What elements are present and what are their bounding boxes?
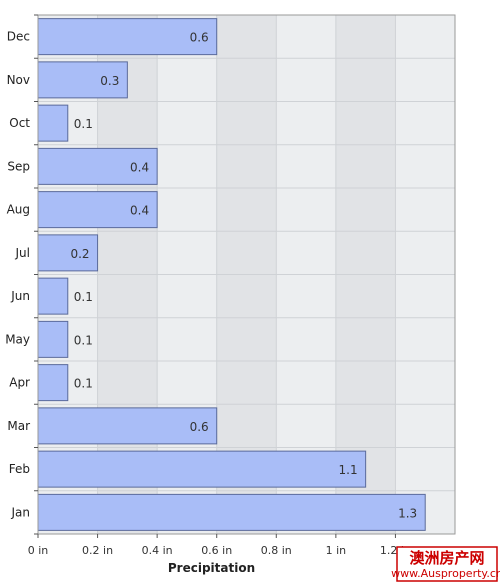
- category-label: Jul: [15, 246, 30, 260]
- x-tick-label: 0.8 in: [261, 544, 292, 557]
- bar-feb: [37, 450, 367, 488]
- data-label: 0.1: [74, 290, 93, 304]
- x-tick-label: 1 in: [326, 544, 347, 557]
- data-label: 1.1: [339, 463, 358, 477]
- bar-jun: [37, 277, 69, 315]
- data-label: 0.4: [130, 160, 149, 174]
- data-label: 0.6: [190, 31, 209, 45]
- bar-may: [37, 320, 69, 358]
- data-label: 1.3: [398, 506, 417, 520]
- data-label: 0.4: [130, 204, 149, 218]
- data-label: 0.1: [74, 377, 93, 391]
- category-label: Oct: [9, 116, 30, 130]
- watermark: 澳洲房产网 www.Ausproperty.cn: [391, 546, 500, 582]
- category-label: Sep: [7, 159, 30, 173]
- x-tick-label: 0 in: [28, 544, 49, 557]
- bar-jan: [37, 493, 426, 531]
- category-label: Feb: [9, 462, 30, 476]
- category-label: Aug: [7, 203, 30, 217]
- x-axis-title: Precipitation: [168, 561, 255, 575]
- bar-apr: [37, 364, 69, 402]
- data-label: 0.2: [70, 247, 89, 261]
- data-label: 0.1: [74, 333, 93, 347]
- category-label: Nov: [7, 73, 30, 87]
- category-label: Jan: [11, 505, 31, 519]
- data-label: 0.1: [74, 117, 93, 131]
- data-label: 0.3: [100, 74, 119, 88]
- bar-sep: [37, 147, 158, 185]
- labels: Jan 1.3 Feb 1.1 Mar 0.6 Apr 0.1 May 0.1 Jun 0.1 Jul 0…: [5, 30, 417, 557]
- category-label: Mar: [7, 419, 30, 433]
- category-label: May: [5, 332, 30, 346]
- axes: [34, 14, 456, 538]
- x-tick-label: 0.4 in: [142, 544, 173, 557]
- bar-mar: [37, 407, 218, 445]
- watermark-title: 澳洲房产网: [409, 549, 484, 567]
- bar-oct: [37, 104, 69, 142]
- x-tick-label: 0.6 in: [201, 544, 232, 557]
- x-tick-label: 0.2 in: [82, 544, 113, 557]
- category-label: Dec: [7, 30, 30, 44]
- watermark-url: www.Ausproperty.cn: [391, 567, 500, 580]
- category-label: Apr: [9, 376, 30, 390]
- category-label: Jun: [10, 289, 30, 303]
- data-label: 0.6: [190, 420, 209, 434]
